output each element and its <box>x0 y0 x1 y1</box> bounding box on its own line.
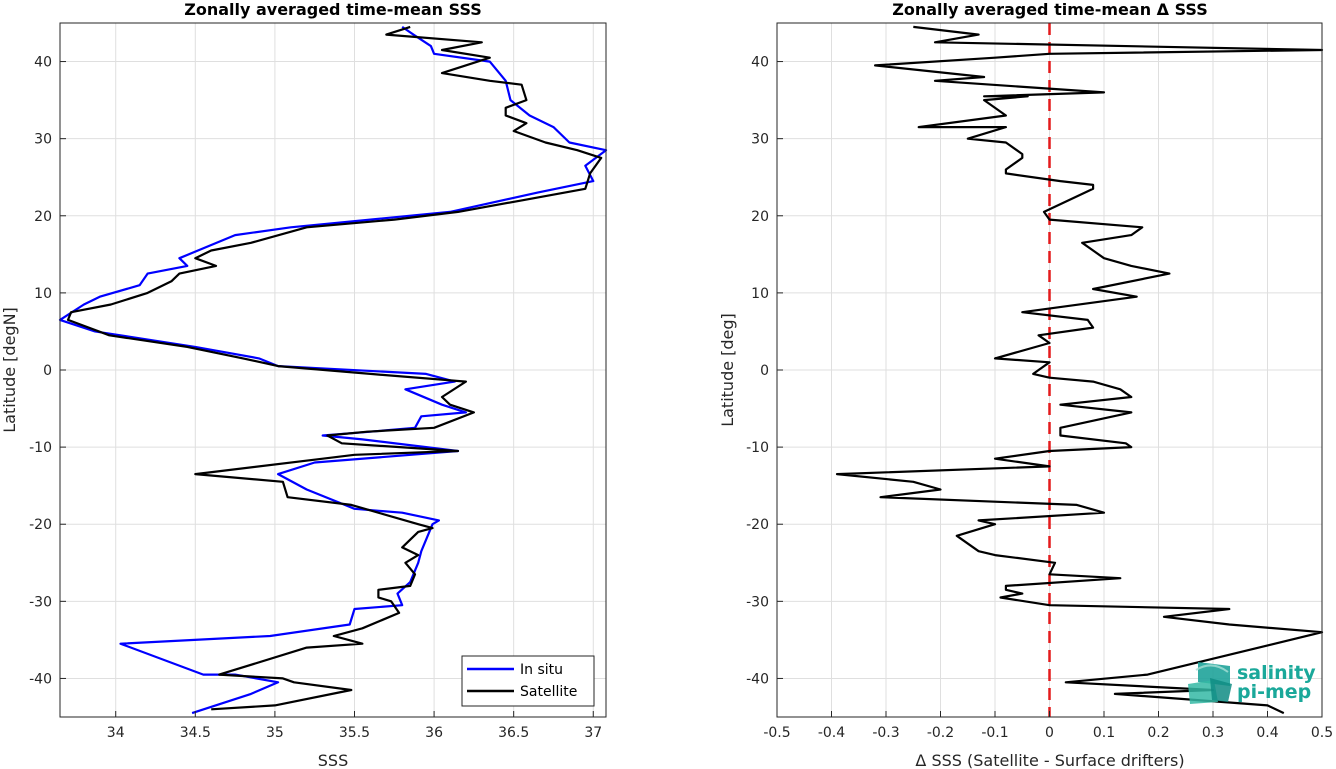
legend-label-in-situ: In situ <box>520 662 563 678</box>
right-chart: -0.5 -0.4 -0.3 -0.2 -0.1 0 0.1 0.2 0.3 0.4 0.5 -40 -… <box>718 0 1333 769</box>
legend: In situ Satellite <box>461 655 595 707</box>
left-y-tick-label: -10 <box>29 440 52 456</box>
left-chart: 34 34.5 35 35.5 36 36.5 37 -40 -30 -20 -10 0 10 20 30 4… <box>0 0 608 769</box>
right-y-tick-label: 20 <box>751 209 769 225</box>
legend-label-satellite: Satellite <box>520 684 577 700</box>
left-series-line-in-situ <box>58 25 608 715</box>
right-x-tick-label: 0.2 <box>1147 725 1169 741</box>
right-series-line-delta <box>835 25 1324 715</box>
left-y-tick-label: -20 <box>29 517 52 533</box>
right-chart-title: Zonally averaged time-mean Δ SSS <box>892 0 1208 19</box>
right-x-tick-label: 0.1 <box>1093 725 1115 741</box>
right-y-tick-label: -20 <box>746 517 769 533</box>
left-x-tick-label: 34 <box>107 725 125 741</box>
salinity-pimep-logo: salinity pi-mep <box>1188 662 1316 704</box>
right-x-tick-label: 0 <box>1045 725 1054 741</box>
right-x-tick-label: 0.3 <box>1202 725 1224 741</box>
right-y-tick-label: 40 <box>751 55 769 71</box>
right-y-tick-label: 30 <box>751 132 769 148</box>
logo-mark-icon <box>1188 662 1232 704</box>
left-y-tick-label: 20 <box>34 209 52 225</box>
left-y-tick-label: 10 <box>34 286 52 302</box>
left-x-axis-label: SSS <box>318 751 348 769</box>
right-x-tick-label: -0.5 <box>763 725 790 741</box>
left-x-tick-label: 35.5 <box>339 725 370 741</box>
left-y-tick-label: 0 <box>43 363 52 379</box>
logo-line-1: salinity <box>1237 662 1316 684</box>
right-y-tick-label: 10 <box>751 286 769 302</box>
right-ticks: -0.5 -0.4 -0.3 -0.2 -0.1 0 0.1 0.2 0.3 0.4 0.5 -40 -… <box>746 55 1333 741</box>
right-y-tick-label: 0 <box>760 363 769 379</box>
right-x-tick-label: -0.1 <box>981 725 1008 741</box>
left-ticks: 34 34.5 35 35.5 36 36.5 37 -40 -30 -20 -10 0 10 20 30 4… <box>29 55 602 741</box>
logo-line-2: pi-mep <box>1237 681 1311 703</box>
left-chart-title: Zonally averaged time-mean SSS <box>184 0 482 19</box>
right-x-tick-label: -0.4 <box>818 725 845 741</box>
left-y-axis-label: Latitude [degN] <box>0 307 19 433</box>
legend-box <box>461 655 595 707</box>
left-x-tick-label: 37 <box>584 725 602 741</box>
right-y-axis-label: Latitude [deg] <box>718 313 737 427</box>
left-y-tick-label: -30 <box>29 594 52 610</box>
left-series-group <box>58 25 608 715</box>
right-x-tick-label: 0.4 <box>1256 725 1278 741</box>
right-y-tick-label: -40 <box>746 671 769 687</box>
left-y-tick-label: 30 <box>34 132 52 148</box>
right-x-tick-label: -0.2 <box>927 725 954 741</box>
left-x-tick-label: 34.5 <box>180 725 211 741</box>
right-x-tick-label: -0.3 <box>872 725 899 741</box>
right-y-tick-label: -10 <box>746 440 769 456</box>
left-x-tick-label: 36 <box>425 725 443 741</box>
right-y-tick-label: -30 <box>746 594 769 610</box>
right-x-tick-label: 0.5 <box>1311 725 1333 741</box>
left-series-line-satellite <box>66 25 603 711</box>
right-x-axis-label: Δ SSS (Satellite - Surface drifters) <box>915 751 1184 769</box>
left-y-tick-label: 40 <box>34 55 52 71</box>
left-y-tick-label: -40 <box>29 671 52 687</box>
left-x-tick-label: 35 <box>266 725 284 741</box>
right-series-group <box>835 25 1324 715</box>
left-grid <box>60 23 606 717</box>
left-x-tick-label: 36.5 <box>498 725 529 741</box>
